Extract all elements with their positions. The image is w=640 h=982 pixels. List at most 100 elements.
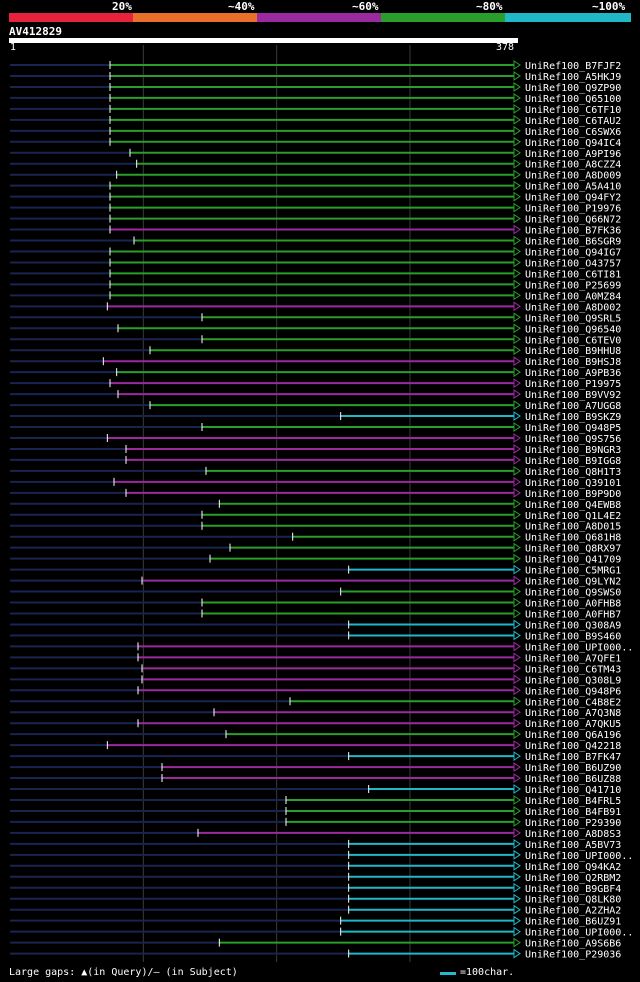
hit-label[interactable]: UniRef100_A9PB36 xyxy=(525,368,621,379)
hit-label[interactable]: UniRef100_C6TM43 xyxy=(525,664,621,675)
hit-label[interactable]: UniRef100_B6UZ90 xyxy=(525,763,621,774)
hit-label[interactable]: UniRef100_A8D015 xyxy=(525,522,621,533)
hit-end-arrow-icon xyxy=(513,893,521,904)
hit-label[interactable]: UniRef100_B9HHU8 xyxy=(525,346,621,357)
hit-label[interactable]: UniRef100_B9VV92 xyxy=(525,390,621,401)
hit-label[interactable]: UniRef100_Q948P5 xyxy=(525,423,621,434)
hit-label[interactable]: UniRef100_Q8LK80 xyxy=(525,895,621,906)
hit-end-arrow-icon xyxy=(513,312,521,323)
hit-label[interactable]: UniRef100_Q94FY2 xyxy=(525,193,621,204)
hit-label[interactable]: UniRef100_A7UGG8 xyxy=(525,401,621,412)
hit-end-arrow-icon xyxy=(513,586,521,597)
hit-label[interactable]: UniRef100_B6UZ88 xyxy=(525,774,621,785)
hit-label[interactable]: UniRef100_B6UZ91 xyxy=(525,917,621,928)
hit-end-arrow-icon xyxy=(513,784,521,794)
hit-label[interactable]: UniRef100_C6TEV0 xyxy=(525,335,621,346)
hit-label[interactable]: UniRef100_C4B8E2 xyxy=(525,697,621,708)
hit-label[interactable]: UniRef100_P25699 xyxy=(525,280,621,291)
hit-label[interactable]: UniRef100_UPI000.. xyxy=(525,642,633,653)
query-ruler xyxy=(9,38,518,43)
hit-label[interactable]: UniRef100_A5HKJ9 xyxy=(525,72,621,83)
hit-label[interactable]: UniRef100_B9IGG8 xyxy=(525,456,621,467)
hit-label[interactable]: UniRef100_Q2RBM2 xyxy=(525,873,621,884)
hit-label[interactable]: UniRef100_A5BV73 xyxy=(525,840,621,851)
hit-label[interactable]: UniRef100_Q9S756 xyxy=(525,434,621,445)
hit-end-arrow-icon xyxy=(513,82,521,92)
hit-label[interactable]: UniRef100_B6SGR9 xyxy=(525,237,621,248)
hit-label[interactable]: UniRef100_C5MRG1 xyxy=(525,566,621,577)
hit-label[interactable]: UniRef100_Q66N72 xyxy=(525,215,621,226)
hit-label[interactable]: UniRef100_A0FHB8 xyxy=(525,599,621,610)
hit-label[interactable]: UniRef100_B9GBF4 xyxy=(525,884,621,895)
hit-label[interactable]: UniRef100_Q308A9 xyxy=(525,620,621,631)
hit-label[interactable]: UniRef100_A8CZZ4 xyxy=(525,160,621,171)
hit-label[interactable]: UniRef100_A8D8S3 xyxy=(525,829,621,840)
hit-label[interactable]: UniRef100_UPI000.. xyxy=(525,928,633,939)
hit-label[interactable]: UniRef100_A0MZ84 xyxy=(525,291,621,302)
hit-label[interactable]: UniRef100_A7Q3N8 xyxy=(525,708,621,719)
hit-label[interactable]: UniRef100_Q94KA2 xyxy=(525,862,621,873)
hit-end-arrow-icon xyxy=(513,860,521,871)
hit-label[interactable]: UniRef100_Q94IG7 xyxy=(525,247,621,258)
hit-label[interactable]: UniRef100_C6TF10 xyxy=(525,105,621,116)
hit-label[interactable]: UniRef100_Q6A196 xyxy=(525,730,621,741)
hit-label[interactable]: UniRef100_B9SKZ9 xyxy=(525,412,621,423)
hit-label[interactable]: UniRef100_Q39101 xyxy=(525,478,621,489)
legend-segment-20 xyxy=(9,13,133,22)
hit-label[interactable]: UniRef100_Q65100 xyxy=(525,94,621,105)
hit-label[interactable]: UniRef100_Q1L4E2 xyxy=(525,511,621,522)
hit-label[interactable]: UniRef100_B7FK36 xyxy=(525,226,621,237)
hit-label[interactable]: UniRef100_P19975 xyxy=(525,379,621,390)
hit-label[interactable]: UniRef100_A0FHB7 xyxy=(525,610,621,621)
hit-label[interactable]: UniRef100_A7QKU5 xyxy=(525,719,621,730)
hit-label[interactable]: UniRef100_Q41709 xyxy=(525,555,621,566)
hit-label[interactable]: UniRef100_B7FK47 xyxy=(525,752,621,763)
hit-label[interactable]: UniRef100_O43757 xyxy=(525,258,621,269)
hit-label[interactable]: UniRef100_A9PI96 xyxy=(525,149,621,160)
hit-label[interactable]: UniRef100_B7FJF2 xyxy=(525,61,621,72)
hit-label[interactable]: UniRef100_A8D009 xyxy=(525,171,621,182)
hit-label[interactable]: UniRef100_P29036 xyxy=(525,950,621,961)
hit-label[interactable]: UniRef100_B9NGR3 xyxy=(525,445,621,456)
hit-label[interactable]: UniRef100_B4FRL5 xyxy=(525,796,621,807)
hit-end-arrow-icon xyxy=(513,487,521,498)
hit-end-arrow-icon xyxy=(513,378,521,389)
hit-end-arrow-icon xyxy=(513,125,521,136)
hit-label[interactable]: UniRef100_Q94IC4 xyxy=(525,138,621,149)
hit-label[interactable]: UniRef100_Q9SRL5 xyxy=(525,313,621,324)
hit-label[interactable]: UniRef100_P19976 xyxy=(525,204,621,215)
hit-label[interactable]: UniRef100_B9HSJ8 xyxy=(525,357,621,368)
hit-label[interactable]: UniRef100_Q308L9 xyxy=(525,675,621,686)
hit-label[interactable]: UniRef100_UPI000.. xyxy=(525,851,633,862)
hit-end-arrow-icon xyxy=(513,553,521,564)
hit-end-arrow-icon xyxy=(513,685,521,696)
hit-label[interactable]: UniRef100_B4FB91 xyxy=(525,807,621,818)
hit-label[interactable]: UniRef100_Q4EWB8 xyxy=(525,500,621,511)
hit-label[interactable]: UniRef100_A9S6B6 xyxy=(525,939,621,950)
hit-end-arrow-icon xyxy=(513,191,521,202)
hit-label[interactable]: UniRef100_Q42218 xyxy=(525,741,621,752)
hit-label[interactable]: UniRef100_Q9ZP90 xyxy=(525,83,621,94)
hit-label[interactable]: UniRef100_Q41710 xyxy=(525,785,621,796)
hit-label[interactable]: UniRef100_Q8H1T3 xyxy=(525,467,621,478)
hit-label[interactable]: UniRef100_B9S460 xyxy=(525,631,621,642)
hit-label[interactable]: UniRef100_Q948P6 xyxy=(525,686,621,697)
hit-label[interactable]: UniRef100_Q9SWS0 xyxy=(525,588,621,599)
hit-label[interactable]: UniRef100_C6SWX6 xyxy=(525,127,621,138)
hit-label[interactable]: UniRef100_Q96540 xyxy=(525,324,621,335)
hit-label[interactable]: UniRef100_C6TAU2 xyxy=(525,116,621,127)
hit-label[interactable]: UniRef100_A8D002 xyxy=(525,302,621,313)
hit-label[interactable]: UniRef100_A7QFE1 xyxy=(525,653,621,664)
hit-label[interactable]: UniRef100_Q8RX97 xyxy=(525,544,621,555)
query-id: AV412829 xyxy=(9,25,62,38)
hit-label[interactable]: UniRef100_P29390 xyxy=(525,818,621,829)
hit-label[interactable]: UniRef100_B9P9D0 xyxy=(525,489,621,500)
hit-label[interactable]: UniRef100_Q9LYN2 xyxy=(525,577,621,588)
hit-end-arrow-icon xyxy=(513,674,521,685)
hit-label[interactable]: UniRef100_A5A410 xyxy=(525,182,621,193)
hit-end-arrow-icon xyxy=(513,575,521,586)
hit-end-arrow-icon xyxy=(513,465,521,476)
hit-label[interactable]: UniRef100_C6TI81 xyxy=(525,269,621,280)
hit-label[interactable]: UniRef100_A2ZHA2 xyxy=(525,906,621,917)
hit-label[interactable]: UniRef100_Q681H8 xyxy=(525,533,621,544)
